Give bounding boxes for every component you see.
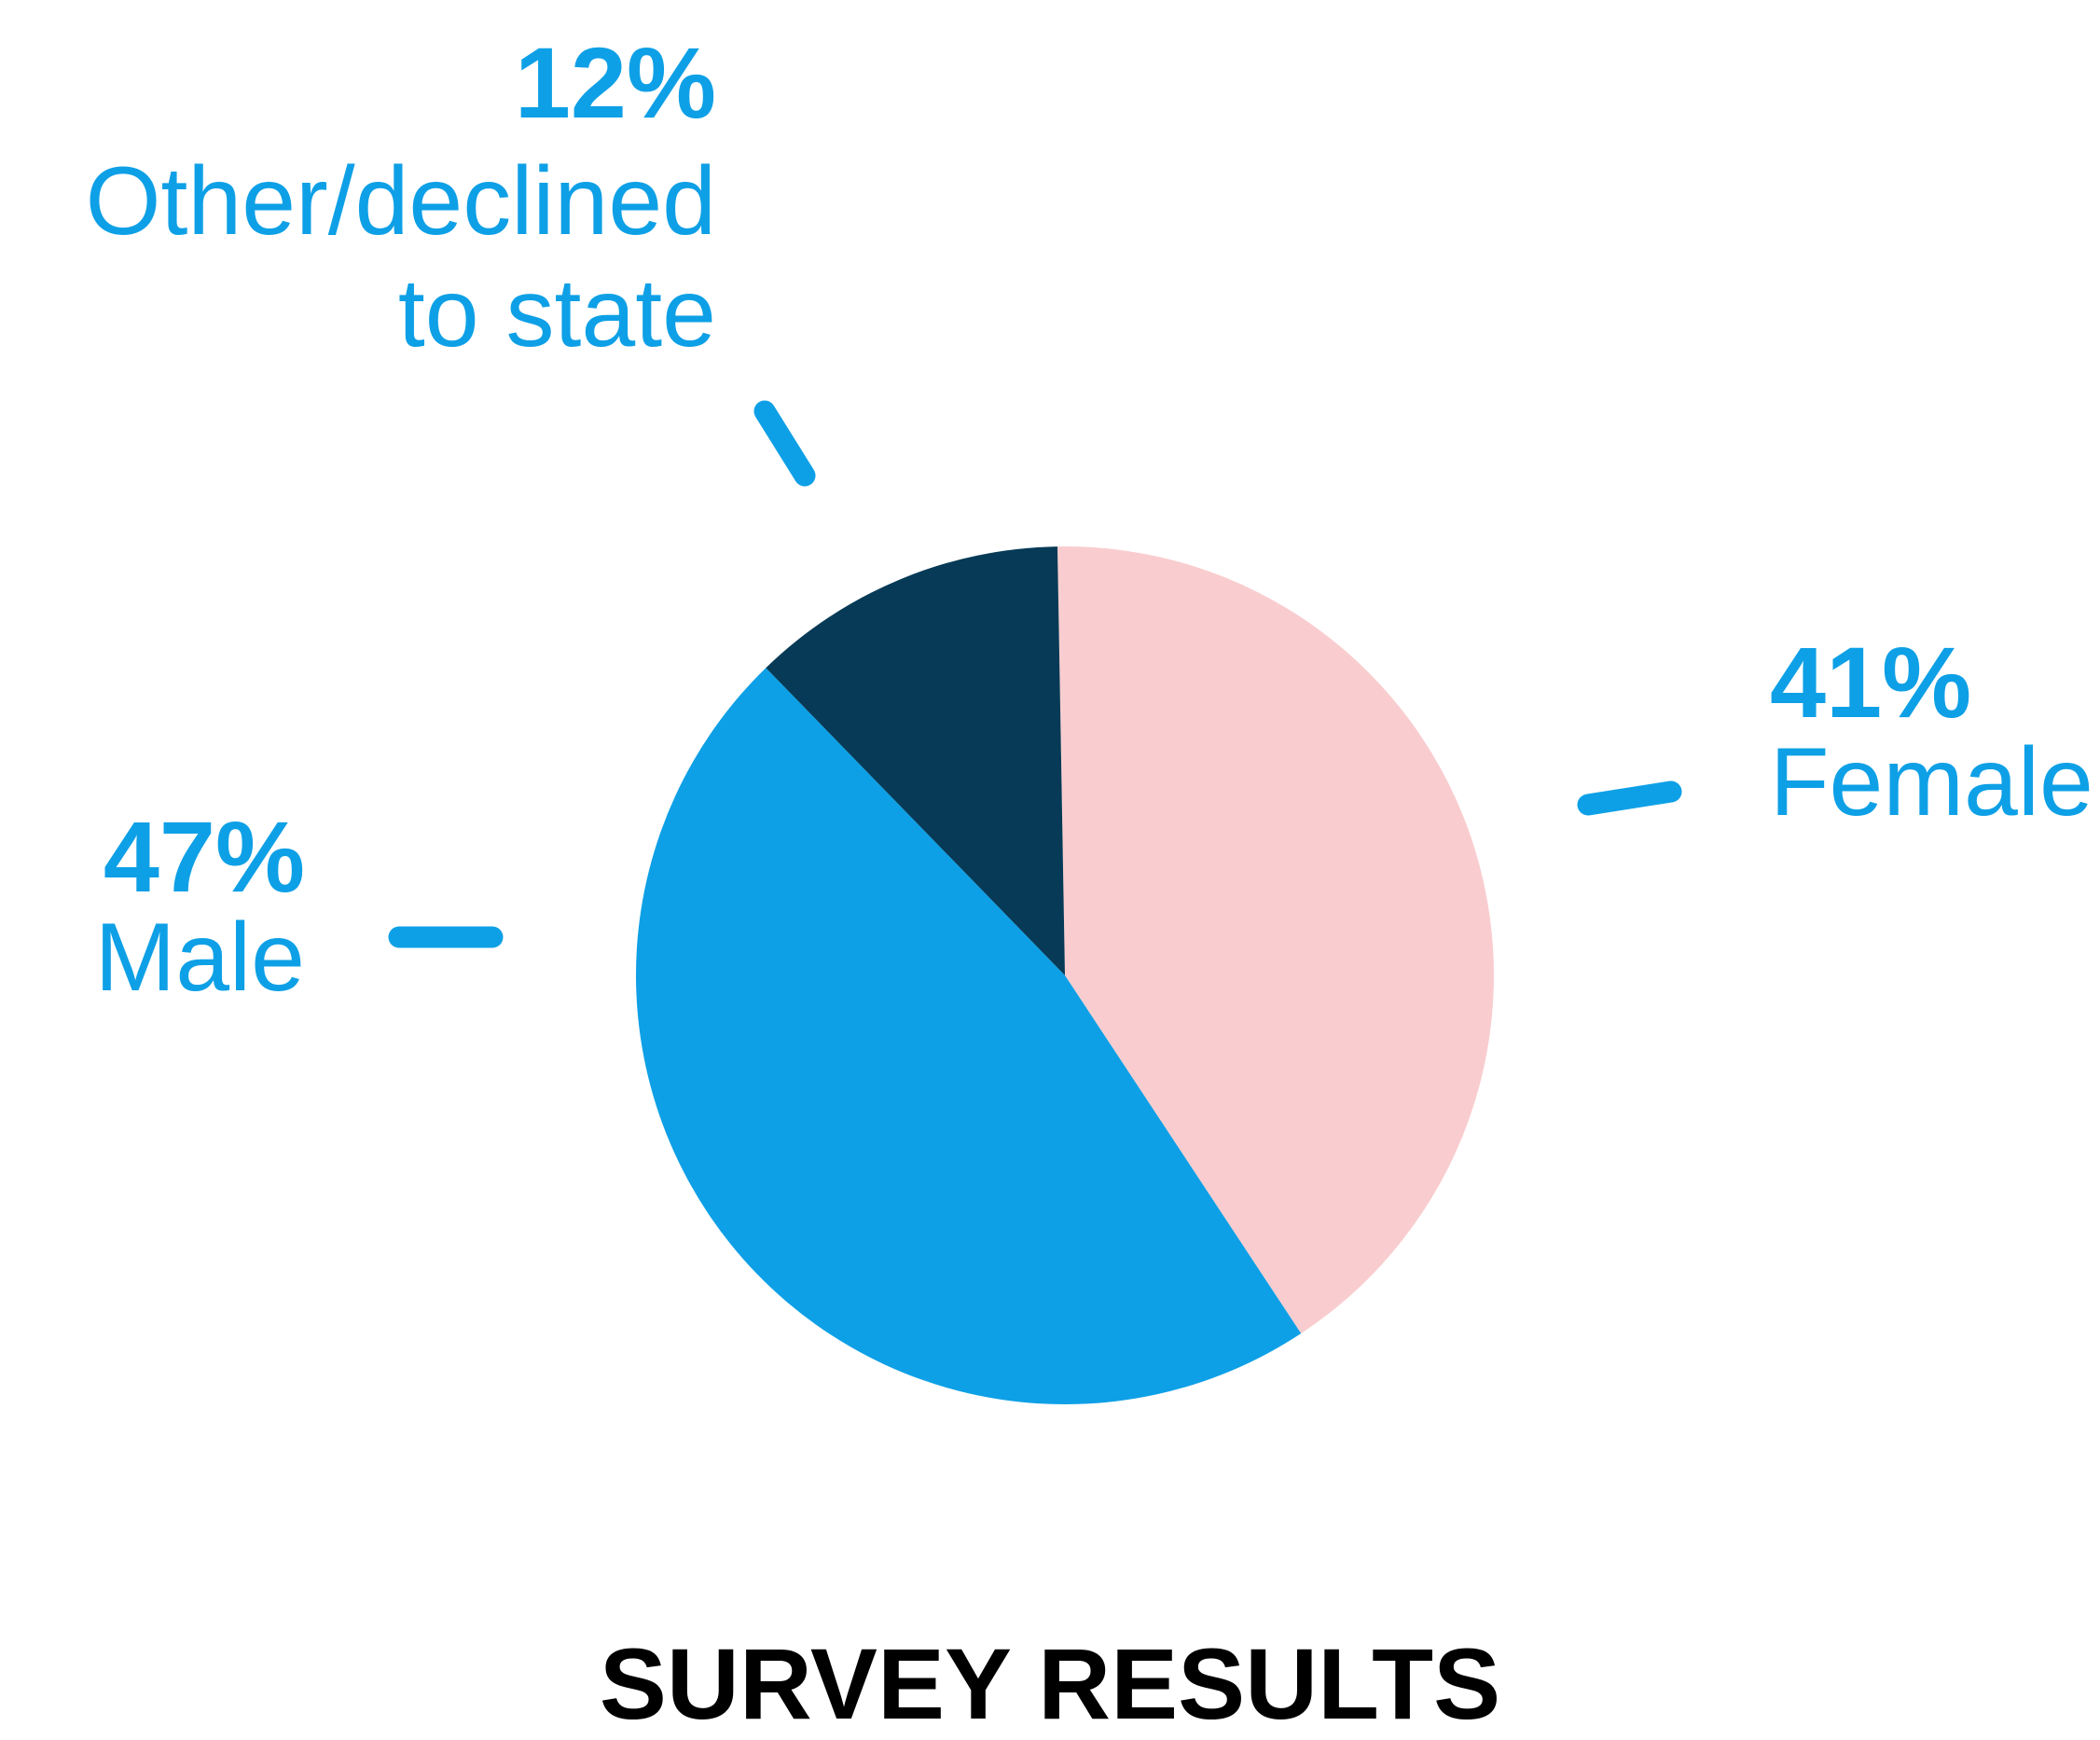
chart-title: SURVEY RESULTS xyxy=(599,1627,1501,1740)
pie-slice xyxy=(636,668,1302,1404)
value-label: 12% xyxy=(514,26,716,139)
leader-line xyxy=(1577,780,1682,816)
pie-slice xyxy=(1057,546,1494,1334)
value-label: 47% xyxy=(103,800,305,913)
category-label: Other/declined to state xyxy=(85,147,716,367)
category-label: Female xyxy=(1770,728,2093,836)
pie-slice xyxy=(766,546,1065,975)
leader-line xyxy=(753,400,816,487)
value-label: 41% xyxy=(1770,626,1972,739)
category-label: Male xyxy=(94,904,305,1012)
